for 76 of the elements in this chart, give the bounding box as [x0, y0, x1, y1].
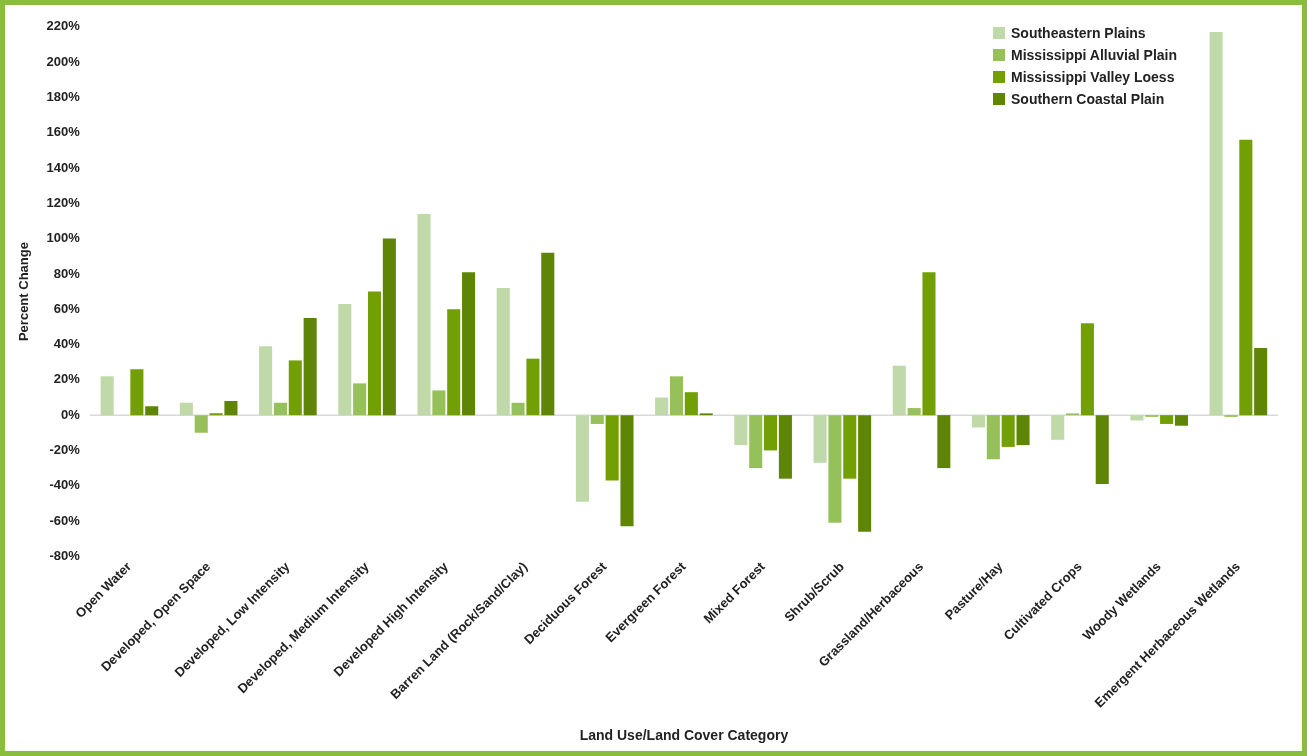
- bar: [145, 406, 159, 416]
- bar: [100, 376, 114, 416]
- y-tick-label: -40%: [49, 477, 81, 493]
- bar: [937, 415, 951, 469]
- y-tick-label: 40%: [53, 336, 81, 352]
- bar: [922, 272, 936, 416]
- bar: [828, 415, 842, 523]
- y-tick-label: -20%: [49, 442, 81, 458]
- bar: [734, 415, 748, 446]
- y-tick-label: 60%: [53, 300, 81, 316]
- bar: [669, 376, 684, 416]
- bar: [303, 318, 317, 416]
- bar: [1016, 415, 1030, 446]
- bar: [764, 415, 778, 451]
- bar: [655, 397, 669, 416]
- bar: [511, 402, 525, 416]
- bar: [462, 272, 476, 416]
- legend-label: Mississippi Valley Loess: [1011, 69, 1175, 85]
- y-tick-label: 160%: [46, 124, 81, 140]
- bar: [858, 415, 872, 532]
- bar: [1080, 323, 1094, 416]
- bar: [194, 415, 208, 433]
- bar: [590, 415, 604, 424]
- bar: [259, 346, 273, 416]
- y-axis-title: Percent Change: [16, 242, 32, 342]
- bar: [1254, 348, 1268, 416]
- y-tick-label: 20%: [53, 371, 81, 387]
- bar: [575, 415, 589, 502]
- y-tick-label: 220%: [46, 18, 81, 34]
- bar: [179, 402, 193, 416]
- y-tick-label: 200%: [46, 53, 81, 69]
- bar: [496, 288, 510, 416]
- y-tick-label: -80%: [49, 547, 81, 563]
- bar: [1160, 415, 1174, 424]
- bar: [1001, 415, 1015, 447]
- bar: [130, 369, 144, 416]
- bar: [541, 252, 555, 416]
- x-axis-title: Land Use/Land Cover Category: [579, 727, 789, 744]
- legend-label: Southern Coastal Plain: [1011, 91, 1165, 107]
- bar: [684, 392, 698, 416]
- y-tick-label: 100%: [46, 230, 81, 246]
- bar: [353, 383, 367, 416]
- bar: [1130, 415, 1144, 421]
- bar: [778, 415, 792, 479]
- y-tick-label: 80%: [53, 265, 81, 281]
- y-tick-label: 180%: [46, 88, 81, 104]
- legend-label: Mississippi Alluvial Plain: [1011, 47, 1177, 63]
- bar: [1209, 32, 1223, 416]
- bar: [1051, 415, 1065, 440]
- y-tick-label: 120%: [46, 194, 81, 210]
- bar: [620, 415, 634, 527]
- bar: [224, 401, 238, 416]
- bar: [417, 213, 431, 416]
- bar: [843, 415, 857, 479]
- bar: [749, 415, 763, 469]
- bar: [605, 415, 619, 481]
- y-tick-label: 0%: [61, 406, 81, 422]
- bar: [986, 415, 1000, 460]
- bar: [907, 408, 921, 416]
- bar: [892, 365, 906, 416]
- bar: [1239, 139, 1253, 416]
- y-tick-label: -60%: [49, 512, 81, 528]
- bar: [382, 238, 396, 416]
- bar: [367, 291, 382, 416]
- bar: [1174, 415, 1188, 426]
- bar: [447, 309, 461, 416]
- bar: [432, 390, 446, 416]
- bar: [273, 402, 287, 416]
- bar: [338, 303, 352, 416]
- bar: [1095, 415, 1109, 484]
- bar: [526, 358, 540, 416]
- bar: [288, 360, 302, 416]
- legend-label: Southeastern Plains: [1011, 25, 1146, 41]
- bar: [813, 415, 827, 463]
- bar: [971, 415, 986, 428]
- y-tick-label: 140%: [46, 159, 81, 175]
